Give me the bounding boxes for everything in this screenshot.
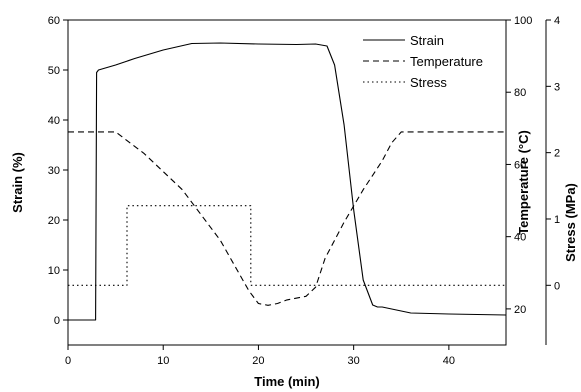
legend-label-stress: Stress [410, 75, 447, 90]
chart-axes: 0 10 20 30 40 0 10 20 30 40 50 60 20 40 60 80 100 0 1 2 3 4 [48, 15, 560, 367]
temperature-tick-label: 80 [514, 87, 526, 99]
legend: Strain Temperature Stress [363, 33, 483, 90]
x-tick-label: 20 [252, 355, 264, 367]
series-line-strain [68, 42, 507, 321]
temperature-tick-label: 20 [514, 304, 526, 316]
x-tick-label: 10 [157, 355, 169, 367]
x-tick-label: 0 [65, 355, 71, 367]
y-axis-title-stress: Stress (MPa) [563, 183, 578, 262]
series-line-temperature [68, 131, 506, 306]
temperature-tick-label: 60 [514, 159, 526, 171]
strain-tick-label: 20 [48, 215, 60, 227]
chart-marks [68, 42, 507, 321]
legend-label-strain: Strain [410, 33, 444, 48]
y-axis-title-temperature: Temperature (°C) [516, 130, 531, 235]
y-axis-title-strain: Strain (%) [10, 152, 25, 213]
plot-border [67, 19, 507, 346]
plot-frame [67, 19, 507, 346]
strain-tick-label: 60 [48, 15, 60, 27]
strain-tick-label: 40 [48, 115, 60, 127]
stress-tick-label: 4 [554, 15, 560, 27]
stress-tick-label: 1 [554, 214, 560, 226]
strain-tick-label: 30 [48, 165, 60, 177]
x-axis-title: Time (min) [254, 374, 320, 389]
strain-tick-label: 50 [48, 65, 60, 77]
x-tick-label: 40 [443, 355, 455, 367]
stress-tick-label: 2 [554, 148, 560, 160]
stress-tick-label: 0 [554, 280, 560, 292]
stress-tick-label: 3 [554, 81, 560, 93]
temperature-tick-label: 100 [514, 15, 532, 27]
series-line-stress [68, 205, 506, 286]
strain-tick-label: 0 [54, 315, 60, 327]
legend-label-temperature: Temperature [410, 54, 483, 69]
temperature-tick-label: 40 [514, 232, 526, 244]
strain-tick-label: 10 [48, 265, 60, 277]
x-tick-label: 30 [348, 355, 360, 367]
